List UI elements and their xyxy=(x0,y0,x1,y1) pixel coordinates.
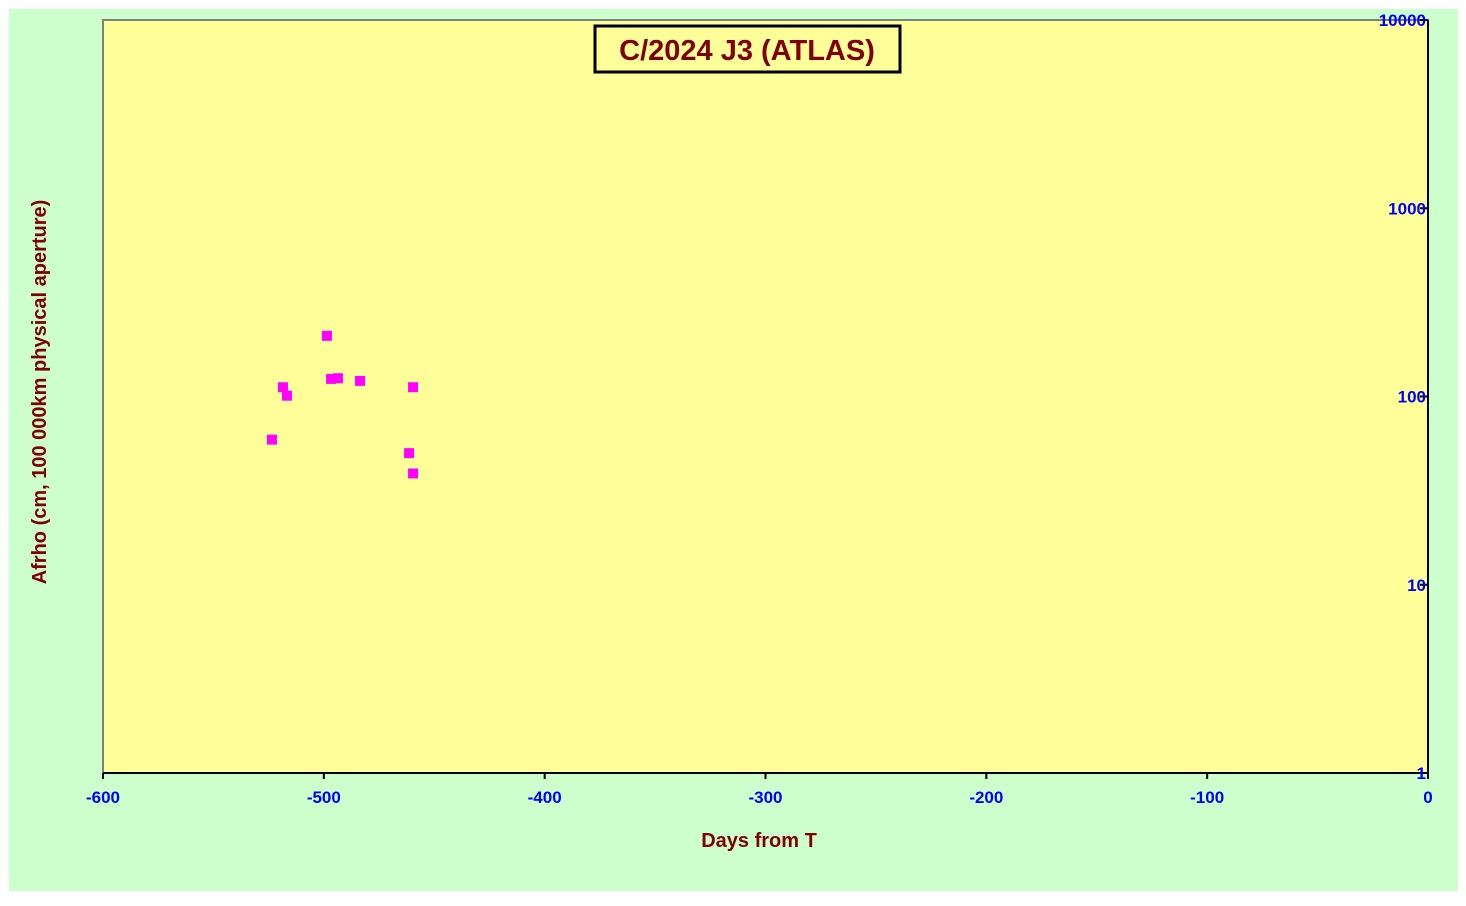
chart-title: C/2024 J3 (ATLAS) xyxy=(619,35,875,67)
x-tick-label: -400 xyxy=(528,788,562,807)
point xyxy=(321,330,332,341)
y-tick-label: 1000 xyxy=(1388,199,1426,218)
point xyxy=(404,448,415,459)
y-tick-label: 10000 xyxy=(1379,11,1426,30)
x-tick-label: 0 xyxy=(1423,788,1432,807)
point xyxy=(281,390,292,401)
y-axis-label: Afrho (cm, 100 000km physical aperture) xyxy=(29,200,51,585)
point xyxy=(332,373,343,384)
title-box xyxy=(593,24,902,74)
y-tick-label: 1 xyxy=(1417,764,1426,783)
point xyxy=(326,373,337,384)
x-tick-label: -500 xyxy=(307,788,341,807)
plot-area xyxy=(102,19,1429,774)
y-tick-label: 100 xyxy=(1398,388,1426,407)
point xyxy=(355,375,366,386)
point xyxy=(266,434,277,445)
x-tick-label: -100 xyxy=(1190,788,1224,807)
point xyxy=(408,468,419,479)
point xyxy=(277,382,288,393)
x-tick-label: -200 xyxy=(969,788,1003,807)
point xyxy=(408,382,419,393)
x-tick-label: -600 xyxy=(86,788,120,807)
x-tick-label: -300 xyxy=(748,788,782,807)
x-axis-label: Days from T xyxy=(701,830,817,852)
y-tick-label: 10 xyxy=(1407,576,1426,595)
